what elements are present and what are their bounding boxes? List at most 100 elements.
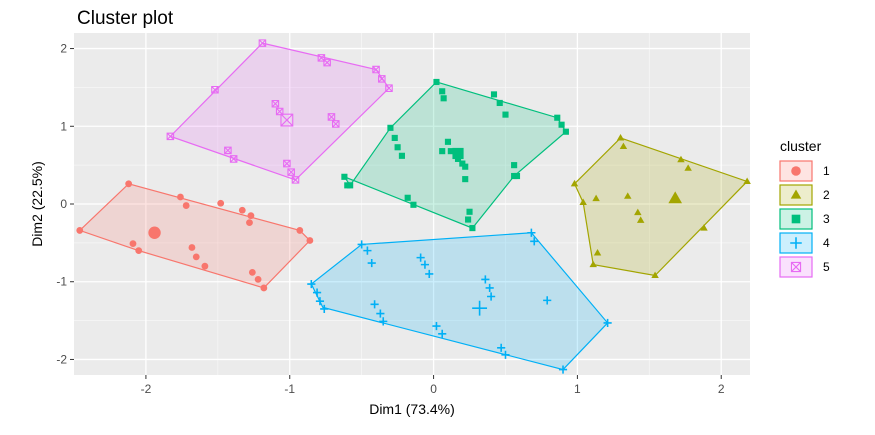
cluster-1-point xyxy=(260,284,268,292)
cluster-5-point xyxy=(283,159,291,168)
cluster-1-point xyxy=(254,275,262,283)
cluster-3-point xyxy=(439,148,446,155)
legend-title: cluster xyxy=(780,138,822,154)
cluster-2-point xyxy=(636,216,645,223)
cluster-2-point xyxy=(579,198,587,205)
cluster-4-point xyxy=(320,304,329,314)
cluster-4-point xyxy=(420,260,430,269)
cluster-4-point xyxy=(363,246,372,255)
cluster-3-center xyxy=(452,147,464,160)
cluster-3-point xyxy=(394,144,401,151)
cluster-4-point xyxy=(425,269,434,279)
data-points xyxy=(76,39,751,374)
y-axis-title: Dim2 (22.5%) xyxy=(29,161,45,247)
cluster-4-point xyxy=(438,329,447,338)
cluster-3-point xyxy=(462,163,469,170)
cluster-3-point xyxy=(444,138,452,145)
cluster-4-center xyxy=(472,300,488,316)
cluster-3-point xyxy=(502,111,509,118)
legend-marker-4 xyxy=(790,237,802,249)
cluster-2-point xyxy=(743,177,751,185)
legend: cluster 1 2 3 4 5 xyxy=(779,138,830,278)
cluster-2-point xyxy=(593,249,602,256)
cluster-4-point xyxy=(530,237,539,246)
cluster-1-point xyxy=(247,212,255,220)
cluster-4-point xyxy=(501,350,510,359)
x-tick-label: 1 xyxy=(574,382,581,396)
cluster-4-point xyxy=(432,321,441,331)
cluster-5-point xyxy=(372,65,380,74)
cluster-4-point xyxy=(307,279,316,289)
y-tick-label: -1 xyxy=(56,275,67,289)
x-axis-ticks: -2 -1 0 1 2 xyxy=(141,375,725,396)
cluster-1-point xyxy=(248,269,256,276)
cluster-5-point xyxy=(229,155,238,163)
cluster-3-point xyxy=(511,162,518,169)
cluster-5-point xyxy=(385,84,393,92)
legend-label-1: 1 xyxy=(823,164,830,178)
cluster-2-point xyxy=(570,179,579,187)
y-tick-label: 0 xyxy=(60,197,67,211)
legend-marker-2 xyxy=(790,189,802,199)
cluster-3-point xyxy=(387,124,394,131)
cluster-5-point xyxy=(378,75,386,83)
cluster-1-point xyxy=(201,262,209,270)
cluster-3-point xyxy=(391,134,398,141)
legend-label-5: 5 xyxy=(823,260,830,274)
cluster-4-point xyxy=(379,317,388,326)
cluster-2-point xyxy=(592,194,600,202)
cluster-4-point xyxy=(367,258,376,268)
cluster-4-point xyxy=(370,300,379,309)
y-axis-ticks: -2 -1 0 1 2 xyxy=(56,42,74,366)
cluster-1-center xyxy=(148,226,161,239)
cluster-3-point xyxy=(410,201,417,208)
cluster-5-point xyxy=(323,58,331,67)
legend-label-2: 2 xyxy=(823,188,830,202)
cluster-3-point xyxy=(341,173,348,180)
legend-marker-3 xyxy=(791,214,801,224)
cluster-3-point xyxy=(465,216,472,223)
cluster-3-point xyxy=(496,99,503,107)
y-tick-label: -2 xyxy=(56,352,67,366)
legend-label-3: 3 xyxy=(823,212,830,226)
cluster-3-point xyxy=(459,160,466,167)
cluster-1-point xyxy=(129,240,137,248)
cluster-2-point xyxy=(619,142,628,150)
cluster-5-point xyxy=(287,168,295,176)
cluster-4-point xyxy=(487,292,496,301)
cluster-1-point xyxy=(217,199,225,207)
cluster-3-point xyxy=(433,78,440,86)
cluster-4-point xyxy=(527,228,536,237)
cluster-2-point xyxy=(589,260,597,268)
cluster-3-point xyxy=(347,182,354,189)
cluster-1-point xyxy=(125,180,133,188)
cluster-5-point xyxy=(258,39,267,47)
legend-marker-1 xyxy=(791,166,801,176)
x-tick-label: 2 xyxy=(718,382,725,396)
cluster-3-point xyxy=(440,95,447,102)
cluster-2-point xyxy=(684,164,692,171)
cluster-3-point xyxy=(490,91,498,98)
cluster-2-center xyxy=(668,191,683,204)
cluster-4-point xyxy=(312,288,322,297)
cluster-3-point xyxy=(554,114,561,121)
cluster-4-point xyxy=(497,343,506,352)
x-tick-label: -1 xyxy=(284,382,295,396)
cluster-5-point xyxy=(224,146,232,155)
cluster-3-point xyxy=(404,194,411,201)
cluster-5-point xyxy=(291,176,300,184)
cluster-5-point xyxy=(211,85,219,94)
cluster-4-point xyxy=(485,283,494,293)
cluster-4-point xyxy=(481,275,490,284)
y-tick-label: 1 xyxy=(60,119,67,133)
cluster-1-point xyxy=(188,244,196,251)
cluster-4-point xyxy=(558,365,568,374)
cluster-1-point xyxy=(135,247,143,255)
cluster-4-point xyxy=(603,318,612,328)
cluster-1-point xyxy=(192,253,200,261)
cluster-1-point xyxy=(177,193,184,201)
cluster-1-point xyxy=(306,237,314,244)
cluster-4-point xyxy=(416,253,425,262)
cluster-3-point xyxy=(511,172,518,180)
